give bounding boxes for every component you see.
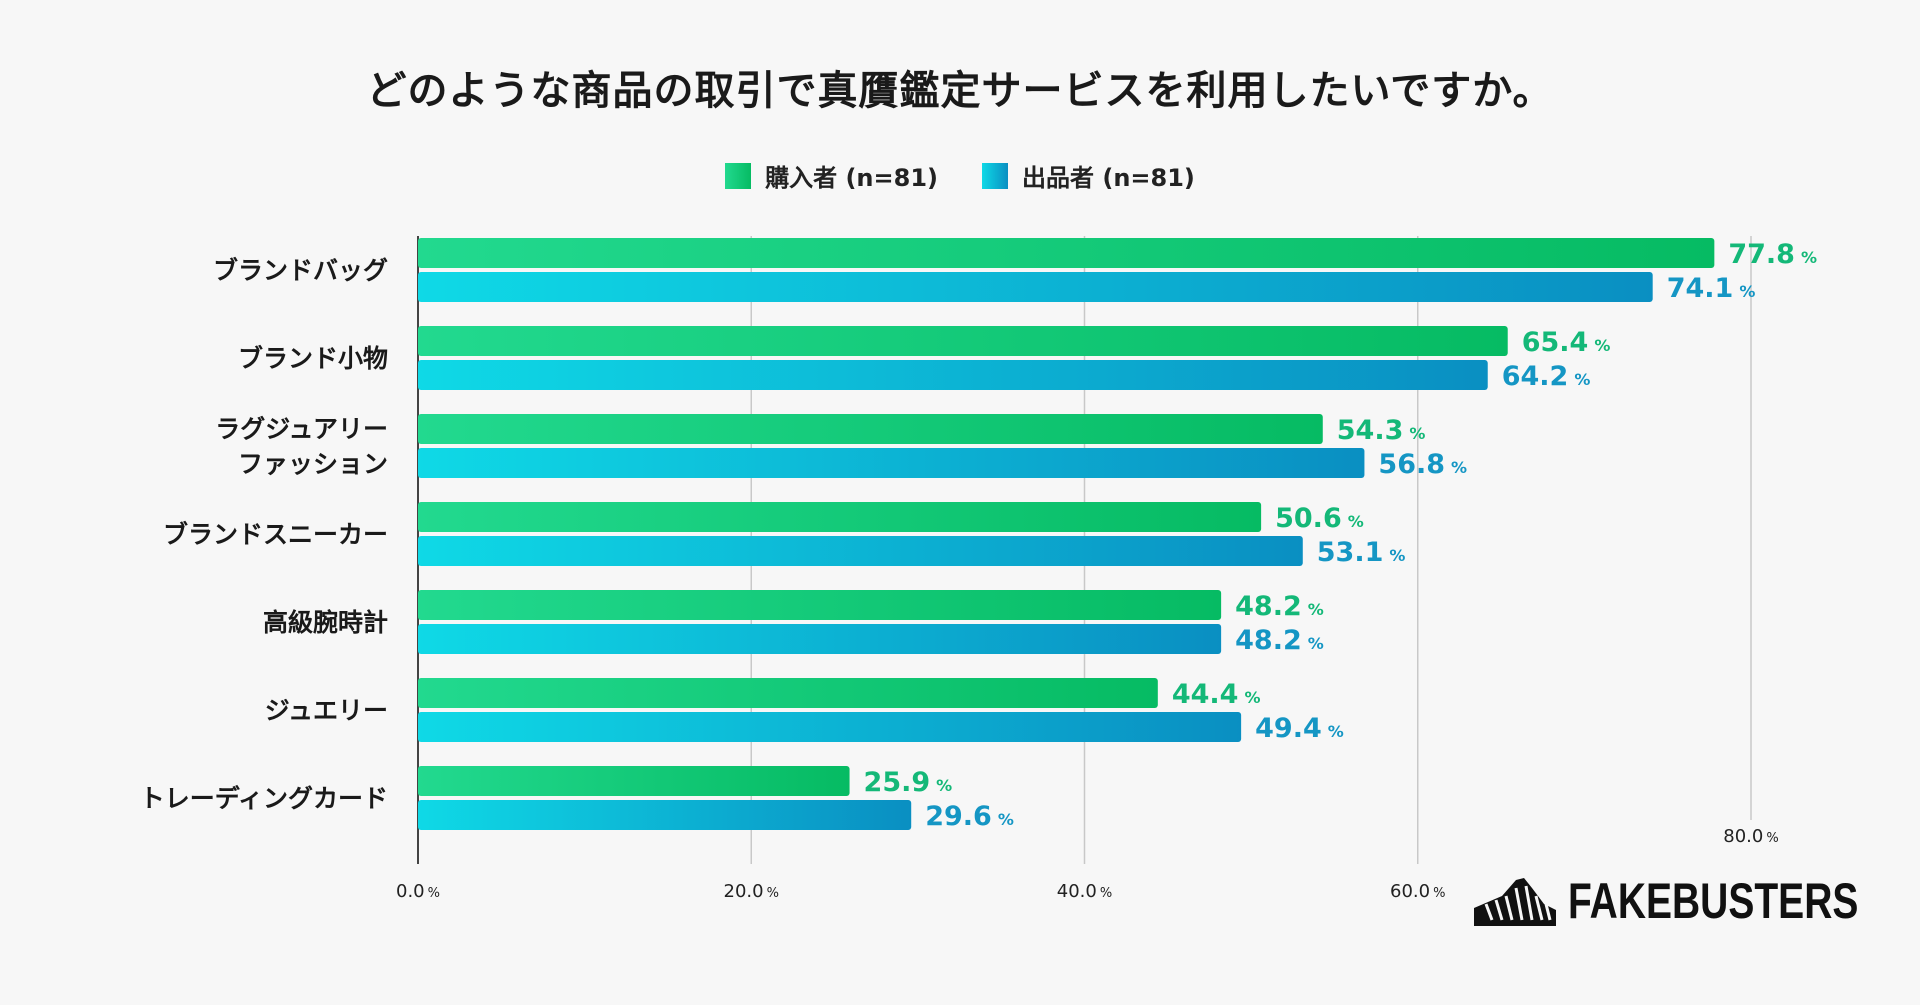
- value-label-seller: 53.1%: [1317, 537, 1406, 568]
- value-label-seller: 74.1%: [1667, 273, 1756, 304]
- value-label-seller: 49.4%: [1255, 713, 1344, 744]
- value-label-seller: 56.8%: [1378, 449, 1467, 480]
- value-label-buyer: 48.2%: [1235, 591, 1324, 622]
- x-tick-label: 20.0%: [724, 881, 779, 902]
- bar-buyer: [418, 326, 1508, 356]
- x-tick-label: 60.0%: [1390, 881, 1445, 902]
- bar-seller: [418, 624, 1222, 654]
- value-label-buyer: 25.9%: [864, 767, 953, 798]
- chart-title: どのような商品の取引で真贋鑑定サービスを利用したいですか。: [366, 68, 1554, 114]
- brand-name: FAKEBUSTERS: [1568, 873, 1859, 929]
- legend-item-seller: 出品者 (n=81): [982, 158, 1195, 193]
- bar-seller: [418, 448, 1365, 478]
- bar-buyer: [418, 502, 1262, 532]
- bar-layer: [418, 238, 1715, 830]
- category-label: ジュエリー: [265, 696, 388, 725]
- x-tick-label: 80.0%: [1723, 826, 1778, 847]
- value-label-buyer: 44.4%: [1172, 679, 1261, 710]
- category-label: トレーディングカード: [140, 784, 388, 813]
- category-label: ラグジュアリー: [215, 415, 388, 444]
- bar-buyer: [418, 414, 1323, 444]
- category-label: ファッション: [238, 450, 388, 479]
- value-label-seller: 29.6%: [925, 801, 1014, 832]
- bar-seller: [418, 536, 1303, 566]
- bar-seller: [418, 272, 1653, 302]
- value-label-seller: 48.2%: [1235, 625, 1324, 656]
- bar-buyer: [418, 238, 1715, 268]
- category-label: ブランドバッグ: [213, 256, 388, 285]
- legend-label-seller: 出品者 (n=81): [1022, 164, 1195, 192]
- legend-swatch-buyer: [725, 162, 752, 189]
- brand-logo: FAKEBUSTERS: [1472, 872, 1920, 930]
- bar-seller: [418, 800, 912, 830]
- legend-label-buyer: 購入者 (n=81): [765, 164, 938, 192]
- x-tick-label: 0.0%: [396, 881, 440, 902]
- bar-seller: [418, 360, 1488, 390]
- bar-buyer: [418, 678, 1158, 708]
- value-label-buyer: 54.3%: [1337, 415, 1426, 446]
- value-label-buyer: 77.8%: [1728, 239, 1817, 270]
- category-label: ブランドスニーカー: [163, 520, 388, 549]
- legend-item-buyer: 購入者 (n=81): [725, 158, 938, 193]
- value-label-buyer: 50.6%: [1275, 503, 1364, 534]
- value-label-seller: 64.2%: [1502, 361, 1591, 392]
- legend: 購入者 (n=81) 出品者 (n=81): [0, 158, 1920, 193]
- sneaker-logo-icon: [1474, 878, 1556, 926]
- bar-seller: [418, 712, 1242, 742]
- category-label: ブランド小物: [238, 344, 388, 373]
- x-tick-label: 40.0%: [1057, 881, 1112, 902]
- category-label: 高級腕時計: [263, 608, 388, 637]
- bar-buyer: [418, 766, 850, 796]
- legend-swatch-seller: [982, 162, 1008, 189]
- value-label-buyer: 65.4%: [1522, 327, 1611, 358]
- bar-buyer: [418, 590, 1222, 620]
- label-layer: 0.0% 20.0% 40.0% 60.0 % 80.0 % ブランドバッグ 77.8 %74.1…: [140, 239, 1817, 902]
